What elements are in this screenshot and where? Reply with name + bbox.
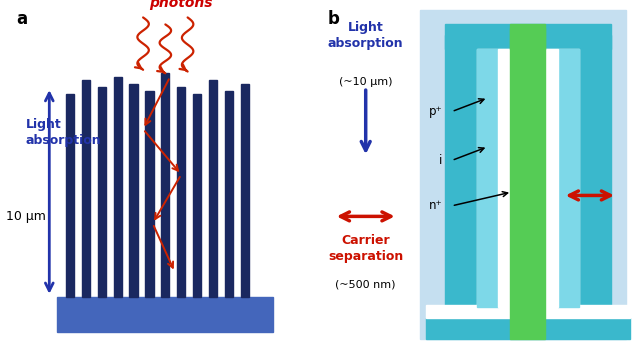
Bar — [114, 77, 122, 297]
Bar — [82, 80, 90, 297]
Bar — [498, 49, 511, 307]
Bar — [66, 94, 74, 297]
Bar — [445, 24, 611, 49]
Text: a: a — [16, 10, 27, 29]
Bar — [57, 297, 273, 332]
Bar — [146, 91, 154, 297]
Text: b: b — [328, 10, 340, 29]
Text: p⁺: p⁺ — [429, 105, 442, 118]
Bar — [477, 49, 498, 307]
Bar — [98, 87, 106, 297]
Bar — [510, 28, 546, 339]
Bar — [558, 49, 579, 307]
Text: (~10 μm): (~10 μm) — [339, 77, 392, 87]
Bar — [177, 87, 186, 297]
Text: i: i — [439, 154, 442, 167]
Text: 10 μm: 10 μm — [6, 210, 46, 223]
Bar — [445, 35, 477, 307]
Text: Light
absorption: Light absorption — [25, 118, 101, 147]
Text: photons: photons — [149, 0, 213, 10]
Bar — [510, 24, 546, 49]
Bar — [477, 49, 579, 307]
Bar — [209, 80, 218, 297]
Bar — [162, 73, 169, 297]
Bar — [579, 35, 611, 307]
Text: n⁺: n⁺ — [429, 199, 442, 213]
Bar — [426, 305, 630, 318]
Bar — [241, 84, 249, 297]
Bar — [130, 84, 138, 297]
Text: Light
absorption: Light absorption — [328, 21, 403, 50]
Bar — [546, 49, 558, 307]
Bar — [426, 318, 630, 339]
Bar — [225, 91, 233, 297]
Text: (~500 nm): (~500 nm) — [335, 279, 396, 289]
Text: Carrier
separation: Carrier separation — [328, 234, 403, 263]
Bar — [420, 10, 626, 339]
Bar — [193, 94, 202, 297]
